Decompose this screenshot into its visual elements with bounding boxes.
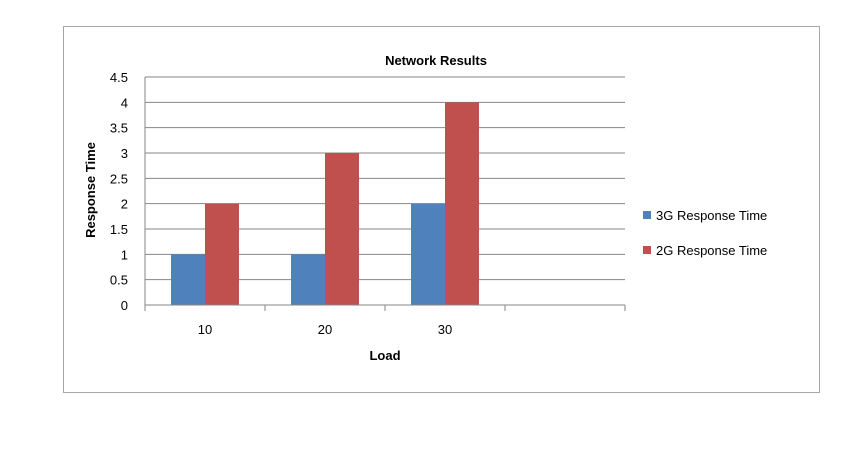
- bar-series-1: [171, 254, 205, 305]
- y-tick-label: 3.5: [110, 121, 128, 136]
- y-tick-label: 4.5: [110, 70, 128, 85]
- x-axis: 10 20 30: [144, 77, 626, 337]
- legend-label: 3G Response Time: [656, 208, 767, 223]
- bar-series-2: [325, 153, 359, 305]
- y-tick-label: 2: [121, 197, 128, 212]
- chart-title: Network Results: [385, 53, 487, 68]
- bar-series-1: [291, 254, 325, 305]
- y-tick-label: 0.5: [110, 273, 128, 288]
- bars: [171, 102, 479, 305]
- x-tick-label: 10: [198, 322, 212, 337]
- x-axis-label: Load: [369, 348, 400, 363]
- y-tick-label: 3: [121, 146, 128, 161]
- y-tick-label: 0: [121, 298, 128, 313]
- legend: 3G Response Time 2G Response Time: [643, 208, 767, 258]
- y-tick-label: 4: [121, 95, 128, 110]
- legend-swatch: [643, 246, 651, 254]
- y-tick-label: 2.5: [110, 171, 128, 186]
- legend-swatch: [643, 211, 651, 219]
- bar-series-1: [411, 203, 445, 305]
- y-tick-label: 1: [121, 247, 128, 262]
- y-tick-label: 1.5: [110, 222, 128, 237]
- legend-label: 2G Response Time: [656, 243, 767, 258]
- bar-series-2: [205, 203, 239, 305]
- x-tick-label: 30: [438, 322, 452, 337]
- y-axis-ticks: 0 0.5 1 1.5 2 2.5 3 3.5 4 4.5: [110, 70, 128, 313]
- x-tick-label: 20: [318, 322, 332, 337]
- y-axis-label: Response Time: [83, 142, 98, 238]
- bar-series-2: [445, 102, 479, 305]
